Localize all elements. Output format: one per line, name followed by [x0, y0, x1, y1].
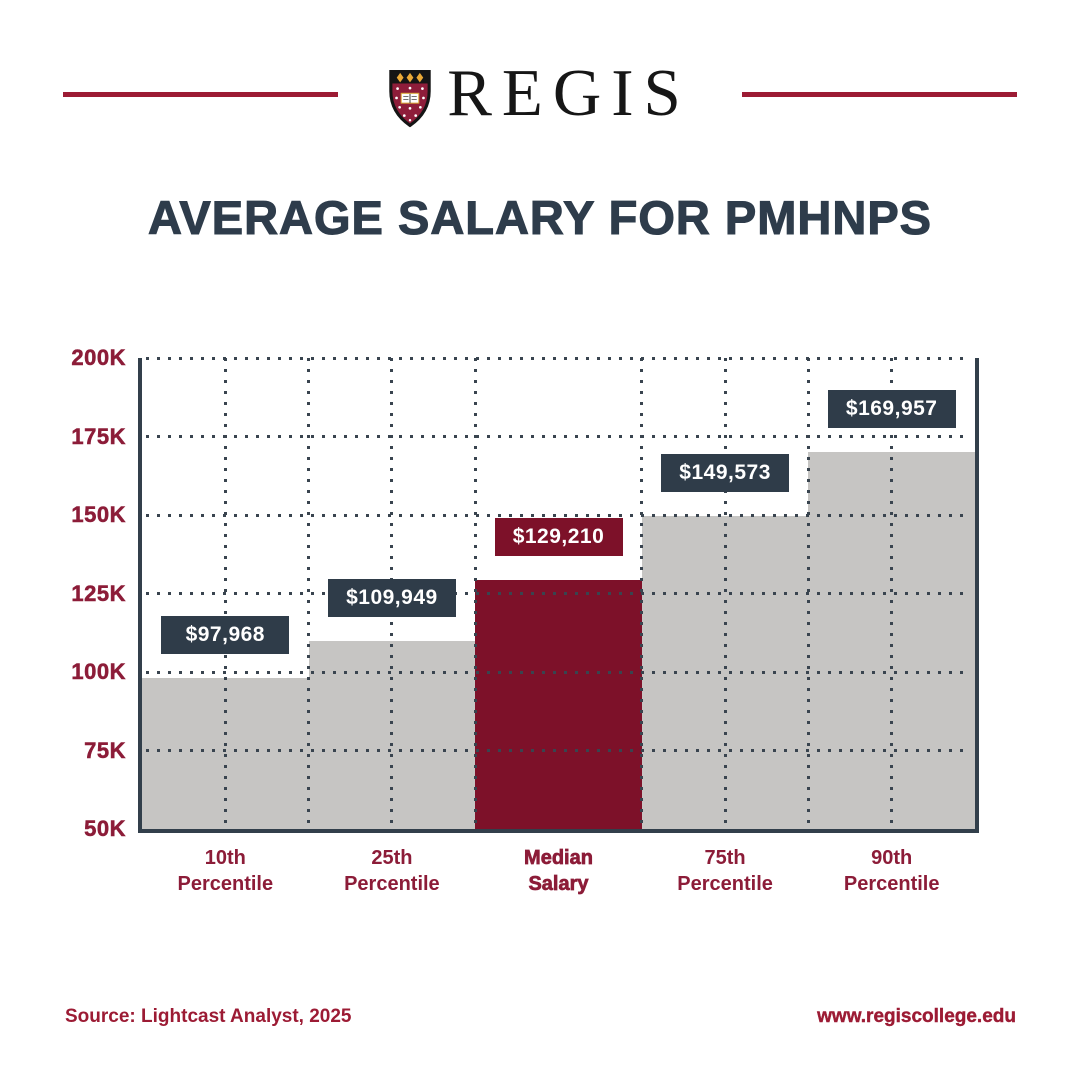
vgrid-line	[223, 358, 227, 829]
bar-value-label: $97,968	[161, 616, 290, 655]
hgrid-line	[146, 513, 971, 517]
source-note: Source: Lightcast Analyst, 2025	[65, 1006, 352, 1027]
y-tick-label: 75K	[84, 737, 126, 763]
regis-logo: REGIS	[0, 56, 1080, 130]
vgrid-line	[640, 358, 644, 829]
y-tick-label: 125K	[71, 580, 126, 606]
vgrid-line	[723, 358, 727, 829]
x-category-label: 75th Percentile	[677, 847, 773, 895]
plot-area: 50K 75K 100K 125K 150K 175K 200K $97,968 $109,94…	[71, 345, 979, 841]
y-tick-label: 50K	[84, 816, 126, 842]
x-category-label: Median Salary	[524, 847, 594, 896]
hgrid-line	[146, 356, 971, 360]
vgrid-line	[307, 358, 311, 829]
vgrid-line	[473, 358, 477, 829]
y-tick-label: 100K	[71, 659, 126, 685]
bar-value-label: $149,573	[661, 454, 790, 493]
x-axis-labels: 10th Percentile 25th Percentile Median Sal…	[142, 845, 975, 897]
x-category-label: 10th Percentile	[177, 847, 274, 895]
bar-value-label: $169,957	[827, 390, 956, 429]
y-tick-label: 200K	[71, 345, 126, 371]
regis-crest-shield-icon	[389, 70, 431, 128]
website-url: www.regiscollege.edu	[817, 1006, 1016, 1027]
hgrid-line	[146, 435, 971, 438]
header-rule-right	[742, 92, 1017, 97]
y-tick-label: 175K	[71, 423, 126, 449]
y-tick-label: 150K	[71, 502, 126, 528]
page-title: AVERAGE SALARY FOR PMHNPS	[147, 190, 933, 244]
bar-median-highlight	[475, 580, 642, 829]
x-category-label: 25th Percentile	[344, 847, 440, 895]
bar-value-label: $129,210	[494, 518, 623, 557]
bar-value-label: $109,949	[327, 578, 456, 617]
x-category-label: 90th Percentile	[843, 847, 940, 895]
brand-wordmark: REGIS	[447, 56, 691, 130]
hgrid-line	[146, 749, 971, 752]
hgrid-line	[146, 592, 971, 595]
vgrid-line	[806, 358, 810, 829]
hgrid-line	[146, 670, 971, 674]
header-rule-left	[63, 92, 338, 97]
vgrid-line	[890, 358, 894, 829]
